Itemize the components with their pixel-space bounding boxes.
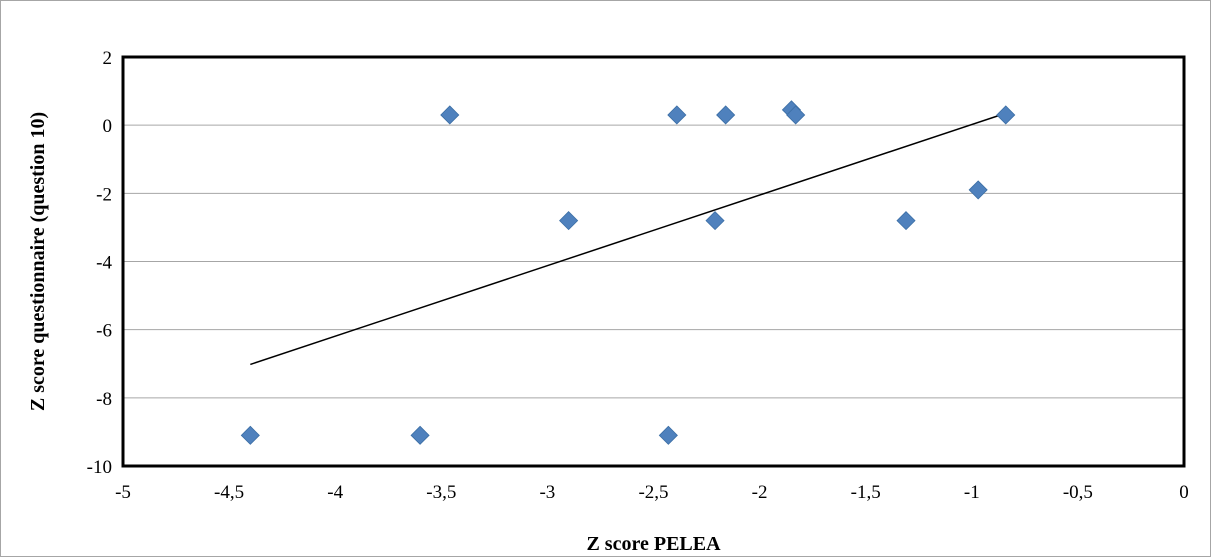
y-tick-label: -6 [96, 321, 112, 342]
x-tick-label: -2,5 [638, 482, 668, 503]
gridlines [123, 125, 1184, 398]
x-tick-label: -1 [964, 482, 980, 503]
y-tick-label: -10 [87, 457, 112, 478]
data-point [241, 426, 259, 444]
x-tick-label: 0 [1179, 482, 1189, 503]
y-tick-label: 0 [103, 116, 113, 137]
x-axis-ticks: -5 -4,5 -4 -3,5 -3 -2,5 -2 -1,5 -1 -0,5 0 [115, 482, 1189, 503]
trendline-group [250, 113, 1005, 364]
x-tick-label: -4 [327, 482, 343, 503]
x-axis-title: Z score PELEA [586, 533, 721, 555]
y-tick-label: -2 [96, 184, 112, 205]
data-point [717, 106, 735, 124]
x-tick-label: -3 [539, 482, 555, 503]
y-axis-title: Z score questionnaire (question 10) [27, 112, 49, 411]
y-tick-label: -8 [96, 389, 112, 410]
x-tick-label: -0,5 [1063, 482, 1093, 503]
data-point [706, 212, 724, 230]
data-point [897, 212, 915, 230]
x-tick-label: -4,5 [214, 482, 244, 503]
data-point [560, 212, 578, 230]
trendline [250, 113, 1005, 364]
data-point [668, 106, 686, 124]
y-axis-ticks: 2 0 -2 -4 -6 -8 -10 [87, 48, 113, 478]
y-tick-label: -4 [96, 253, 112, 274]
y-tick-label: 2 [103, 48, 113, 69]
data-point [441, 106, 459, 124]
data-point [997, 106, 1015, 124]
x-tick-label: -5 [115, 482, 131, 503]
data-point [411, 426, 429, 444]
data-point [969, 181, 987, 199]
data-points [241, 101, 1014, 444]
data-point [659, 426, 677, 444]
x-tick-label: -2 [752, 482, 768, 503]
x-tick-label: -1,5 [851, 482, 881, 503]
x-tick-label: -3,5 [426, 482, 456, 503]
